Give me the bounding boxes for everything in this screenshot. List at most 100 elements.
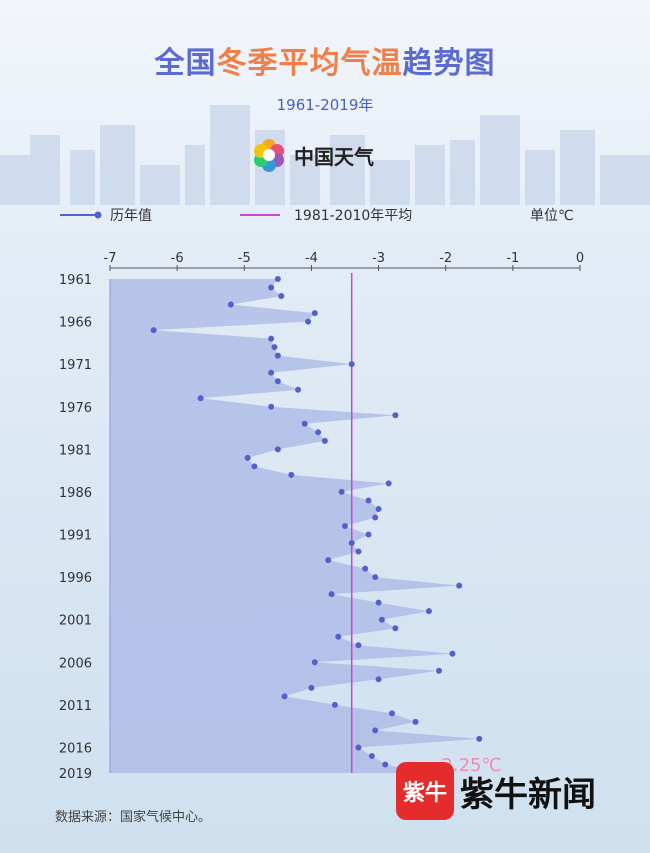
data-point <box>274 378 281 385</box>
data-point <box>301 420 308 427</box>
data-point <box>449 650 456 657</box>
data-point <box>288 471 295 478</box>
y-tick-label: 2019 <box>59 767 92 782</box>
x-tick-label: -3 <box>372 251 385 266</box>
series-area <box>110 279 480 773</box>
data-point <box>385 480 392 487</box>
data-point <box>348 361 355 368</box>
data-point <box>268 369 275 376</box>
legend-reference-line-icon <box>240 214 280 216</box>
x-tick-label: 0 <box>576 251 584 266</box>
legend-line-dot-icon <box>60 211 102 219</box>
data-point <box>365 531 372 538</box>
data-point <box>436 667 442 674</box>
data-point <box>331 701 338 708</box>
data-point <box>315 429 322 436</box>
y-tick-label: 1991 <box>59 529 92 544</box>
y-tick-label: 2001 <box>59 614 92 629</box>
unit-label: 单位℃ <box>530 208 574 224</box>
title-part-1: 全国 <box>154 46 217 81</box>
data-point <box>274 446 281 453</box>
chart-subtitle: 1961-2019年 <box>276 96 374 114</box>
data-point <box>278 293 285 300</box>
x-tick-label: -1 <box>506 251 519 266</box>
data-point <box>378 616 385 623</box>
x-tick-label: -4 <box>305 251 318 266</box>
data-point <box>227 301 234 308</box>
data-point <box>362 565 369 572</box>
data-point <box>389 710 395 717</box>
data-point <box>328 591 335 598</box>
data-point <box>308 684 315 691</box>
data-point <box>476 735 483 742</box>
data-point <box>311 659 318 666</box>
data-point <box>355 548 362 555</box>
legend-item-series: 历年值 <box>58 205 152 225</box>
y-tick-label: 1996 <box>59 571 92 586</box>
data-point <box>268 403 275 410</box>
data-source: 数据来源：国家气候中心。 <box>55 810 212 825</box>
title-part-3: 趋势图 <box>402 46 496 81</box>
data-point <box>456 582 463 589</box>
data-point <box>372 727 379 734</box>
data-point <box>251 463 258 470</box>
data-point <box>365 497 372 504</box>
city-skyline-background <box>0 105 650 205</box>
data-point <box>325 557 332 564</box>
y-tick-label: 1986 <box>59 486 92 501</box>
data-point <box>150 327 157 334</box>
legend-reference-label: 1981-2010年平均 <box>294 208 413 224</box>
y-tick-label: 1971 <box>59 358 92 373</box>
y-tick-label: 2016 <box>59 741 92 756</box>
data-point <box>372 514 379 521</box>
legend-item-reference: 1981-2010年平均 <box>238 205 412 225</box>
data-point <box>355 744 362 751</box>
data-point <box>274 352 281 359</box>
data-point <box>372 574 379 581</box>
data-point <box>335 633 342 640</box>
data-point <box>368 752 375 759</box>
chart-legend: 历年值 1981-2010年平均 单位℃ <box>0 205 650 225</box>
data-point <box>197 395 204 402</box>
data-point <box>392 412 399 419</box>
data-point <box>268 284 275 291</box>
x-tick-label: -6 <box>171 251 184 266</box>
data-point <box>321 437 328 444</box>
x-tick-label: -5 <box>238 251 251 266</box>
data-point <box>311 310 318 317</box>
rainbow-swirl-icon <box>254 139 284 172</box>
data-point <box>425 608 432 615</box>
x-tick-label: -2 <box>439 251 452 266</box>
data-point <box>271 344 278 351</box>
y-tick-label: 1976 <box>59 401 92 416</box>
data-point <box>305 318 312 325</box>
ziniu-logo: 紫牛 紫牛新闻 <box>396 762 596 820</box>
data-point <box>268 335 275 342</box>
y-tick-label: 2006 <box>59 656 92 671</box>
data-point <box>375 676 382 683</box>
data-point <box>382 761 389 768</box>
logo-name: 紫牛新闻 <box>460 774 596 815</box>
x-tick-label: -7 <box>104 251 117 266</box>
y-tick-label: 1966 <box>59 316 92 331</box>
title-part-2: 冬季平均气温 <box>216 46 403 81</box>
logo-mark: 紫牛 <box>396 762 454 820</box>
data-point <box>281 693 288 700</box>
legend-series-label: 历年值 <box>110 208 152 224</box>
y-tick-label: 1961 <box>59 273 92 288</box>
y-tick-label: 2011 <box>59 699 92 714</box>
data-point <box>355 642 362 649</box>
chart-title: 全国冬季平均气温趋势图 <box>0 38 650 82</box>
y-tick-label: 1981 <box>59 443 92 458</box>
data-point <box>295 386 301 393</box>
data-point <box>392 625 399 632</box>
data-point <box>274 276 281 282</box>
data-point <box>348 540 355 547</box>
data-point <box>375 599 382 606</box>
data-point <box>375 505 382 512</box>
data-point <box>338 488 345 495</box>
brand-name: 中国天气 <box>294 144 374 169</box>
brand: 中国天气 <box>252 138 374 172</box>
data-point <box>412 718 419 725</box>
